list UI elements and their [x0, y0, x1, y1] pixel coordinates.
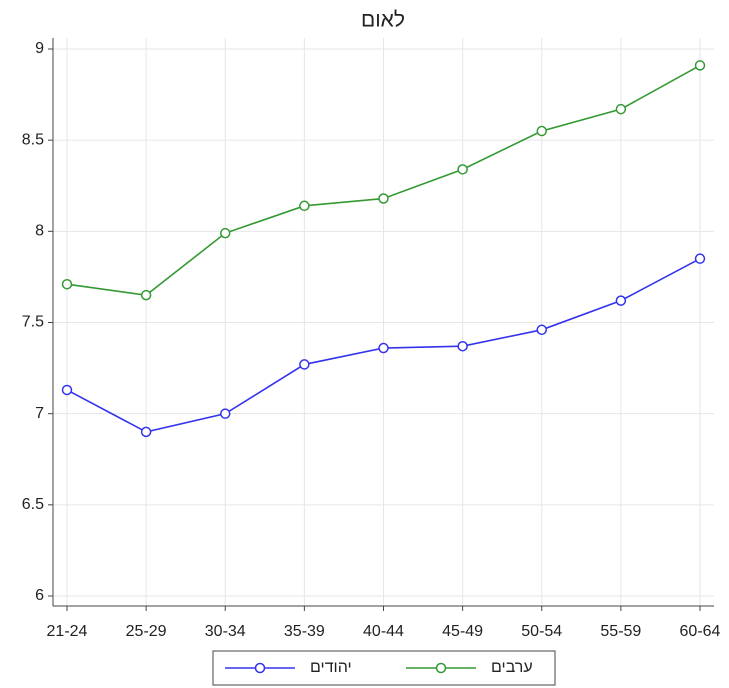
- point: [694, 60, 706, 71]
- point: [220, 227, 231, 239]
- x-tick-label: 21-24: [47, 623, 88, 640]
- x-tick-label: 30-34: [205, 623, 246, 640]
- y-tick-label: 6: [35, 587, 44, 604]
- point: [220, 408, 231, 419]
- y-tick-label: 7: [35, 405, 44, 422]
- point: [457, 164, 468, 175]
- y-tick-label: 7.5: [22, 314, 44, 331]
- point: [615, 103, 627, 115]
- y-tick-label: 6.5: [22, 496, 44, 513]
- x-tick-label: 35-39: [284, 623, 325, 640]
- x-tick-label: 50-54: [521, 623, 562, 640]
- point: [378, 193, 389, 204]
- legend-label: ערבים: [491, 659, 533, 676]
- y-tick-label: 9: [35, 40, 44, 57]
- point: [615, 295, 627, 306]
- legend-marker: [435, 662, 447, 674]
- point: [536, 324, 547, 336]
- y-tick-label: 8.5: [22, 131, 44, 148]
- point: [140, 426, 152, 438]
- y-tick-label: 8: [35, 223, 44, 240]
- x-tick-label: 25-29: [126, 623, 167, 640]
- point: [140, 289, 152, 301]
- legend-marker: [254, 662, 266, 674]
- point: [536, 125, 547, 137]
- chart-title: לאום: [361, 9, 405, 32]
- point: [299, 200, 310, 212]
- x-tick-label: 40-44: [363, 623, 404, 640]
- point: [378, 342, 389, 354]
- point: [61, 384, 73, 396]
- x-tick-label: 60-64: [680, 623, 721, 640]
- point: [694, 253, 706, 264]
- legend: [212, 650, 556, 686]
- point: [61, 278, 73, 290]
- x-tick-label: 55-59: [600, 623, 641, 640]
- legend-label: יהודים: [310, 659, 352, 676]
- point: [457, 340, 468, 352]
- point: [299, 359, 310, 370]
- x-tick-label: 45-49: [442, 623, 483, 640]
